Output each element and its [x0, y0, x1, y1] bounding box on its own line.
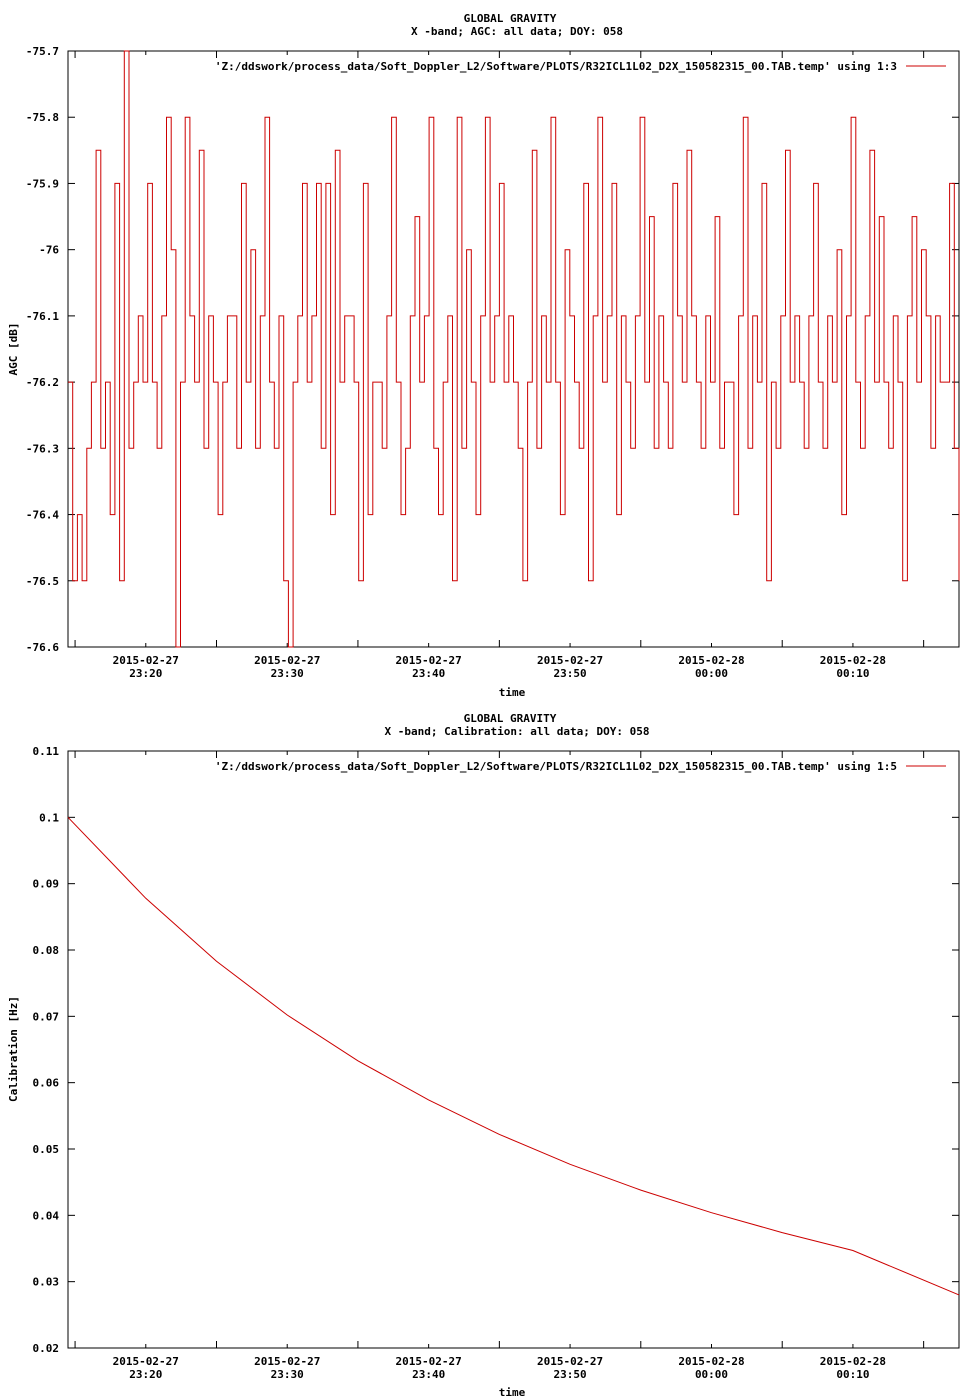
agc-xtick-label-time: 00:10	[836, 667, 869, 680]
calibration-xtick-label-date: 2015-02-27	[537, 1355, 603, 1368]
calibration-series-line	[67, 816, 960, 1296]
calibration-x-axis-label: time	[499, 1386, 526, 1399]
agc-ytick-label: -75.9	[26, 177, 59, 190]
calibration-ytick-label: 0.09	[33, 878, 60, 891]
agc-xtick-label-time: 23:40	[412, 667, 445, 680]
calibration-legend: 'Z:/ddswork/process_data/Soft_Doppler_L2…	[215, 760, 946, 773]
agc-xtick-label-time: 23:20	[129, 667, 162, 680]
calibration-chart-title: GLOBAL GRAVITY	[464, 712, 557, 725]
calibration-ytick-label: 0.07	[33, 1010, 60, 1023]
calibration-xtick-label-time: 00:00	[695, 1368, 728, 1381]
agc-plot-area	[68, 50, 960, 648]
agc-legend-label: 'Z:/ddswork/process_data/Soft_Doppler_L2…	[215, 60, 897, 73]
agc-xtick-label-date: 2015-02-27	[254, 654, 320, 667]
calibration-plot-frame	[67, 750, 960, 1349]
calibration-xtick-label-time: 23:50	[554, 1368, 587, 1381]
agc-ytick-label: -76	[39, 244, 59, 257]
calibration-ytick-label: 0.1	[39, 811, 59, 824]
agc-y-axis: -75.7 -75.8 -75.9 -76 -76.1 -76.2 -76.3 -76.4 -7…	[26, 45, 959, 654]
agc-ytick-label: -76.3	[26, 442, 59, 455]
agc-xtick-label-date: 2015-02-28	[678, 654, 744, 667]
agc-ytick-label: -76.5	[26, 575, 59, 588]
calibration-chart-subtitle: X -band; Calibration: all data; DOY: 058	[385, 725, 650, 738]
agc-xtick-label-time: 23:30	[271, 667, 304, 680]
calibration-x-axis: 2015-02-2723:202015-02-2723:302015-02-27…	[74, 751, 925, 1381]
agc-ytick-label: -76.6	[26, 641, 59, 654]
calibration-ytick-label: 0.08	[33, 944, 60, 957]
calibration-xtick-label-time: 00:10	[836, 1368, 869, 1381]
agc-xtick-label-time: 23:50	[554, 667, 587, 680]
agc-ytick-label: -75.7	[26, 45, 59, 58]
calibration-y-axis-label: Calibration [Hz]	[7, 996, 20, 1102]
agc-series-line	[68, 50, 960, 648]
calibration-xtick-label-date: 2015-02-28	[678, 1355, 744, 1368]
calibration-ytick-label: 0.02	[33, 1342, 60, 1355]
agc-x-axis-label: time	[499, 686, 526, 699]
calibration-legend-label: 'Z:/ddswork/process_data/Soft_Doppler_L2…	[215, 760, 897, 773]
calibration-ytick-label: 0.03	[33, 1276, 60, 1289]
agc-x-axis: 2015-02-2723:202015-02-2723:302015-02-27…	[74, 51, 925, 680]
calibration-y-axis: 0.11 0.1 0.09 0.08 0.07 0.06 0.05 0.04 0.03 0.02	[33, 745, 959, 1355]
calibration-xtick-label-time: 23:30	[271, 1368, 304, 1381]
agc-chart: GLOBAL GRAVITY X -band; AGC: all data; D…	[7, 12, 960, 699]
calibration-xtick-label-time: 23:20	[129, 1368, 162, 1381]
calibration-xtick-label-date: 2015-02-28	[820, 1355, 886, 1368]
agc-plot-frame	[67, 50, 960, 648]
agc-xtick-label-date: 2015-02-27	[396, 654, 462, 667]
calibration-ytick-label: 0.05	[33, 1143, 60, 1156]
agc-xtick-label-date: 2015-02-27	[113, 654, 179, 667]
agc-y-axis-label: AGC [dB]	[7, 323, 20, 376]
calibration-ytick-label: 0.04	[33, 1209, 60, 1222]
agc-chart-subtitle: X -band; AGC: all data; DOY: 058	[411, 25, 623, 38]
calibration-xtick-label-date: 2015-02-27	[113, 1355, 179, 1368]
calibration-xtick-label-date: 2015-02-27	[254, 1355, 320, 1368]
agc-legend: 'Z:/ddswork/process_data/Soft_Doppler_L2…	[215, 60, 946, 73]
calibration-ytick-label: 0.11	[33, 745, 60, 758]
calibration-plot-area	[67, 816, 960, 1296]
calibration-chart: GLOBAL GRAVITY X -band; Calibration: all…	[7, 712, 960, 1399]
agc-xtick-label-date: 2015-02-27	[537, 654, 603, 667]
calibration-ytick-label: 0.06	[33, 1077, 60, 1090]
agc-ytick-label: -75.8	[26, 111, 59, 124]
agc-ytick-label: -76.4	[26, 509, 59, 522]
agc-ytick-label: -76.1	[26, 310, 59, 323]
agc-ytick-label: -76.2	[26, 376, 59, 389]
calibration-xtick-label-time: 23:40	[412, 1368, 445, 1381]
agc-xtick-label-date: 2015-02-28	[820, 654, 886, 667]
agc-chart-title: GLOBAL GRAVITY	[464, 12, 557, 25]
agc-xtick-label-time: 00:00	[695, 667, 728, 680]
calibration-xtick-label-date: 2015-02-27	[396, 1355, 462, 1368]
